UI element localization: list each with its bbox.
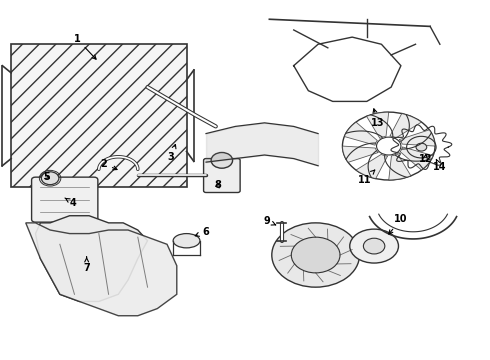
Polygon shape — [400, 147, 433, 170]
Circle shape — [291, 237, 340, 273]
Circle shape — [41, 172, 59, 185]
Text: 5: 5 — [43, 172, 50, 182]
Text: 2: 2 — [100, 159, 117, 170]
Polygon shape — [344, 122, 377, 145]
Circle shape — [364, 238, 385, 254]
Polygon shape — [399, 130, 435, 146]
Ellipse shape — [173, 234, 200, 248]
Text: 10: 10 — [389, 214, 408, 234]
Polygon shape — [26, 223, 177, 316]
Text: 1: 1 — [74, 34, 96, 59]
Text: 4: 4 — [65, 198, 77, 208]
Circle shape — [416, 143, 427, 151]
Text: 9: 9 — [264, 216, 276, 226]
Circle shape — [272, 223, 360, 287]
Polygon shape — [343, 146, 378, 162]
Text: 13: 13 — [371, 109, 385, 128]
Circle shape — [211, 153, 233, 168]
Text: 12: 12 — [418, 154, 432, 163]
Text: 14: 14 — [433, 159, 447, 172]
Polygon shape — [356, 154, 388, 179]
Polygon shape — [389, 154, 411, 180]
Polygon shape — [367, 112, 389, 138]
FancyBboxPatch shape — [11, 44, 187, 187]
Text: 8: 8 — [215, 180, 221, 190]
Text: 3: 3 — [168, 144, 176, 162]
FancyBboxPatch shape — [31, 177, 98, 222]
Polygon shape — [35, 216, 147, 301]
Text: 11: 11 — [358, 170, 375, 185]
Text: 7: 7 — [83, 257, 90, 273]
Polygon shape — [390, 113, 421, 138]
Text: 6: 6 — [195, 227, 209, 237]
Ellipse shape — [350, 229, 398, 263]
FancyBboxPatch shape — [203, 158, 240, 193]
